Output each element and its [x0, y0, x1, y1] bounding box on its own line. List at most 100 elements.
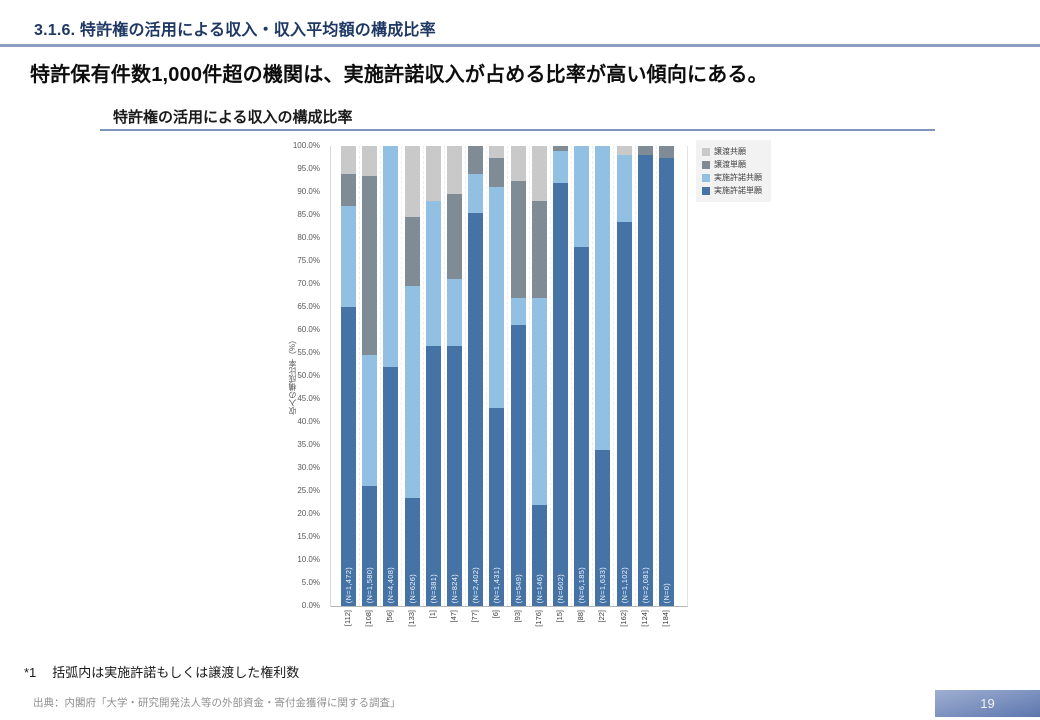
y-tick-label: 30.0% [297, 463, 320, 472]
page-title: 3.1.6. 特許権の活用による収入・収入平均額の構成比率 [34, 22, 436, 39]
bar-n-label-text: (N=1,633) [598, 566, 608, 603]
bar-segment-0 [383, 366, 399, 606]
bar-segment-0 [553, 182, 568, 606]
bar-segment-0 [531, 504, 547, 606]
footnote-text: 括弧内は実施許諾もしくは譲渡した権利数 [52, 665, 300, 680]
bar-n-label: (N=6,185) [574, 567, 589, 603]
x-tick-label-text: [1] [427, 610, 437, 619]
y-tick-label: 55.0% [297, 348, 320, 357]
stacked-bar: (N=626) [404, 146, 420, 606]
y-tick-label: 90.0% [297, 187, 320, 196]
x-tick-label-text: [162] [618, 610, 628, 627]
y-axis-ticks: 100.0% 95.0% 90.0% 85.0% 80.0% 75.0% 70.0% 65.0… [255, 141, 325, 616]
legend-label: 実施許諾単願 [714, 186, 762, 195]
bar-n-label-text: (N=6,185) [577, 566, 587, 603]
x-tick-label: [1] [425, 610, 440, 618]
vertical-gridline [549, 146, 551, 606]
bar-n-label: (N=2,402) [468, 567, 483, 603]
y-axis-title: 収入の構成比率（%） [262, 316, 322, 436]
legend-item: 実施許諾単願 [702, 184, 762, 197]
stacked-bar: (N=1,102) [616, 146, 632, 606]
legend-swatch [702, 186, 710, 195]
bar-segment-2 [362, 175, 378, 356]
bar-n-label-text: (N=1,472) [344, 566, 353, 603]
vertical-gridline [592, 146, 594, 606]
bar-segment-1 [383, 146, 399, 367]
x-tick-label-text: [124] [639, 610, 649, 627]
stacked-bar: (N=824) [447, 146, 462, 606]
bar-segment-1 [489, 187, 505, 409]
bar-n-label: (N=2,081) [638, 567, 653, 603]
bar-n-label-text: (N=0) [662, 582, 671, 603]
x-tick-label: [124] [637, 610, 652, 627]
x-tick-label: [112] [340, 610, 355, 626]
bar-segment-1 [553, 150, 568, 183]
legend-label: 実施許諾共願 [714, 173, 762, 182]
bar-segment-1 [425, 201, 441, 347]
stacked-bar: (N=1,580) [362, 146, 378, 606]
x-tick-label: [162] [616, 610, 631, 627]
header-divider [0, 44, 1040, 47]
x-tick-label-text: [15] [555, 610, 564, 623]
y-tick-label: 20.0% [297, 509, 320, 518]
y-tick-label: 70.0% [297, 279, 320, 288]
bar-segment-3 [447, 146, 462, 195]
x-tick-label-text: [184] [661, 610, 670, 627]
stacked-bar: (N=2,402) [468, 146, 484, 606]
legend-item: 実施許諾共願 [702, 171, 762, 184]
bar-segment-0 [425, 346, 441, 606]
stacked-bar: (N=1,431) [489, 146, 505, 606]
vertical-gridline [528, 146, 530, 606]
legend-item: 譲渡共願 [702, 145, 762, 158]
bar-n-label: (N=1,431) [489, 567, 504, 603]
footnote: *1 括弧内は実施許諾もしくは譲渡した権利数 [24, 662, 299, 681]
vertical-gridline [380, 146, 382, 606]
bar-n-label-text: (N=602) [556, 573, 565, 603]
y-tick-label: 85.0% [297, 210, 320, 219]
x-tick-label-text: [176] [533, 610, 543, 627]
bar-segment-2 [489, 157, 505, 188]
x-tick-label-text: [93] [512, 610, 522, 623]
bar-n-label-text: (N=1,431) [492, 566, 502, 603]
page-number: 19 [980, 696, 995, 711]
bar-n-label: (N=0) [659, 583, 674, 603]
bar-n-label-text: (N=626) [407, 573, 417, 603]
y-tick-label: 15.0% [297, 532, 320, 541]
bar-n-label: (N=1,472) [341, 567, 356, 603]
vertical-gridline [613, 146, 615, 606]
bar-segment-0 [616, 221, 632, 606]
bar-segment-3 [616, 146, 632, 156]
stacked-bar: (N=4,408) [383, 146, 399, 606]
bar-segment-1 [616, 155, 632, 222]
y-axis-title-text: 収入の構成比率（%） [287, 336, 297, 416]
footnote-mark: *1 [24, 665, 37, 680]
bar-segment-1 [362, 355, 378, 487]
bar-segment-1 [595, 146, 611, 450]
x-tick-label-text: [112] [343, 610, 352, 627]
vertical-gridline [465, 146, 466, 606]
bar-segment-3 [404, 146, 420, 218]
y-tick-label: 65.0% [297, 302, 320, 311]
bar-segment-1 [510, 297, 526, 326]
y-tick-label: 45.0% [297, 394, 320, 403]
bar-segment-2 [447, 194, 462, 280]
bar-segment-1 [531, 297, 547, 505]
bar-n-label-text: (N=824) [450, 573, 459, 603]
bar-n-label: (N=1,580) [362, 567, 377, 603]
bar-segment-2 [510, 180, 526, 298]
bar-segment-1 [404, 286, 420, 498]
bar-segment-3 [341, 146, 356, 174]
legend-item: 譲渡単願 [702, 158, 762, 171]
stacked-bar: (N=381) [425, 146, 441, 606]
bar-segment-0 [362, 486, 378, 606]
vertical-gridline [486, 146, 488, 606]
stacked-bar: (N=602) [553, 146, 568, 606]
y-tick-label: 95.0% [297, 164, 320, 173]
stacked-bar: (N=549) [510, 146, 526, 606]
source-note: 出典：内閣府「大学・研究開発法人等の外部資金・寄付金獲得に関する調査」 [33, 697, 401, 709]
legend-label: 譲渡単願 [714, 160, 746, 169]
bar-segment-0 [404, 497, 420, 606]
vertical-gridline [443, 146, 445, 606]
x-tick-label: [108] [361, 610, 376, 627]
